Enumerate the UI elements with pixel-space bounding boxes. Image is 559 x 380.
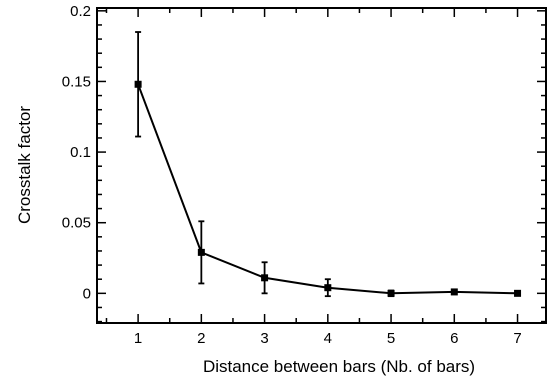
- x-tick-label: 6: [450, 330, 458, 347]
- data-point: [134, 80, 142, 88]
- y-tick-label: 0.05: [62, 215, 91, 232]
- data-point: [450, 288, 458, 296]
- x-axis-ticks: 1 2 3 4 5 6 7: [105, 8, 522, 347]
- x-tick-label: 1: [134, 330, 142, 347]
- data-point: [261, 274, 269, 282]
- y-tick-label: 0.2: [70, 3, 91, 20]
- data-point: [324, 284, 332, 292]
- x-tick-label: 7: [513, 330, 521, 347]
- data-point: [387, 289, 395, 297]
- series-line: [137, 83, 518, 295]
- x-tick-label: 2: [197, 330, 205, 347]
- y-tick-label: 0.1: [70, 144, 91, 161]
- x-tick-label: 5: [387, 330, 395, 347]
- series-group: [134, 31, 522, 298]
- x-tick-label: 4: [324, 330, 332, 347]
- y-axis-ticks: 0 0.05 0.1 0.15 0.2: [62, 3, 546, 323]
- x-axis-label: Distance between bars (Nb. of bars): [203, 357, 475, 376]
- data-point: [197, 248, 205, 256]
- plot-frame: [96, 7, 547, 324]
- data-point: [514, 289, 522, 297]
- y-tick-label: 0.15: [62, 73, 91, 90]
- x-tick-label: 3: [260, 330, 268, 347]
- y-tick-label: 0: [83, 285, 91, 302]
- y-axis-label: Crosstalk factor: [15, 106, 34, 224]
